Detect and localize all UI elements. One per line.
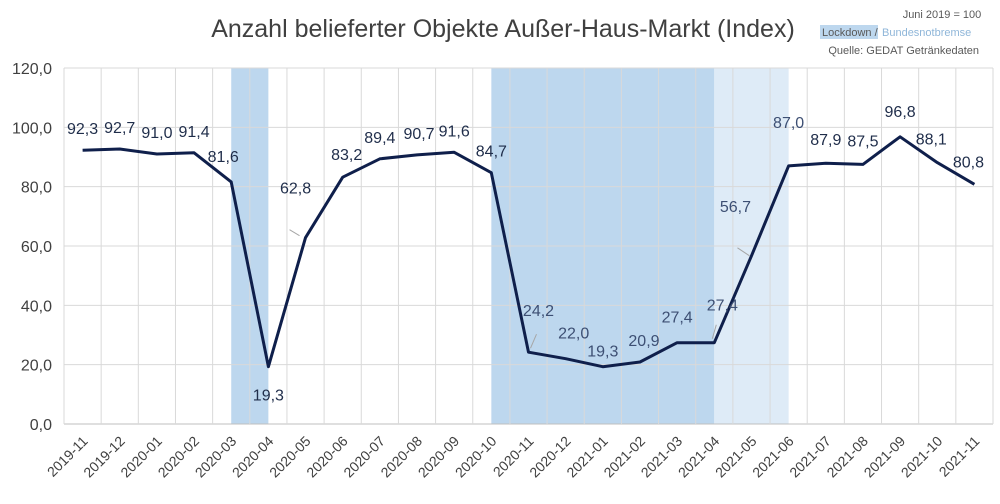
y-tick-label: 80,0	[21, 180, 52, 197]
y-tick-label: 120,0	[12, 61, 52, 78]
data-label: 83,2	[331, 147, 362, 164]
data-label: 56,7	[720, 199, 751, 216]
base-note: Juni 2019 = 100	[903, 9, 982, 21]
data-label: 91,6	[439, 123, 470, 140]
data-label: 87,9	[810, 132, 841, 149]
x-axis-tick-labels: 2019-112019-122020-012020-022020-032020-…	[44, 433, 983, 481]
legend-lockdown-swatch	[820, 25, 878, 39]
data-label: 92,7	[104, 120, 135, 137]
y-tick-label: 0,0	[30, 417, 52, 434]
chart-title: Anzahl belieferter Objekte Außer-Haus-Ma…	[211, 15, 795, 43]
data-label: 81,6	[208, 149, 239, 166]
data-label: 87,0	[773, 115, 804, 132]
y-axis-tick-labels: 0,0 20,0 40,0 60,0 80,0 100,0 120,0	[12, 61, 52, 434]
data-label: 80,8	[953, 154, 984, 171]
data-label: 92,3	[67, 121, 98, 138]
data-label: 27,4	[662, 310, 693, 327]
grid-lines	[63, 67, 994, 425]
data-label: 84,7	[476, 144, 507, 161]
x-tick-label: 2020-10	[452, 433, 500, 481]
leader-line	[530, 334, 537, 349]
series-line	[82, 135, 976, 369]
leader-line	[711, 324, 717, 339]
y-tick-label: 40,0	[21, 298, 52, 315]
source-note: Quelle: GEDAT Getränkedaten	[828, 45, 979, 57]
data-label: 96,8	[885, 104, 916, 121]
data-label: 91,4	[178, 124, 209, 141]
y-tick-label: 20,0	[21, 358, 52, 375]
data-label: 19,3	[253, 388, 284, 405]
data-label: 90,7	[403, 126, 434, 143]
leader-line	[289, 229, 300, 237]
data-label: 88,1	[916, 132, 947, 149]
data-label: 27,4	[707, 298, 738, 315]
data-label: 89,4	[364, 130, 395, 147]
legend-notbremse-label: Bundesnotbremse	[882, 27, 971, 39]
data-label: 91,0	[141, 125, 172, 142]
data-labels: 92,3 92,7 91,0 91,4 81,6 19,3 62,8 83,289,4 90,7…	[67, 104, 984, 405]
data-label: 62,8	[280, 181, 311, 198]
data-label: 87,5	[847, 133, 878, 150]
x-tick-label: 2021-10	[898, 433, 946, 481]
x-tick-label: 2021-11	[936, 433, 983, 480]
data-label: 22,0	[558, 326, 589, 343]
label-leader-lines	[289, 229, 750, 349]
legend-lockdown-label: Lockdown /	[822, 27, 879, 39]
data-label: 24,2	[523, 303, 554, 320]
y-tick-label: 60,0	[21, 239, 52, 256]
leader-line	[737, 247, 750, 257]
data-label: 20,9	[628, 333, 659, 350]
data-label: 19,3	[587, 344, 618, 361]
y-tick-label: 100,0	[12, 120, 52, 137]
